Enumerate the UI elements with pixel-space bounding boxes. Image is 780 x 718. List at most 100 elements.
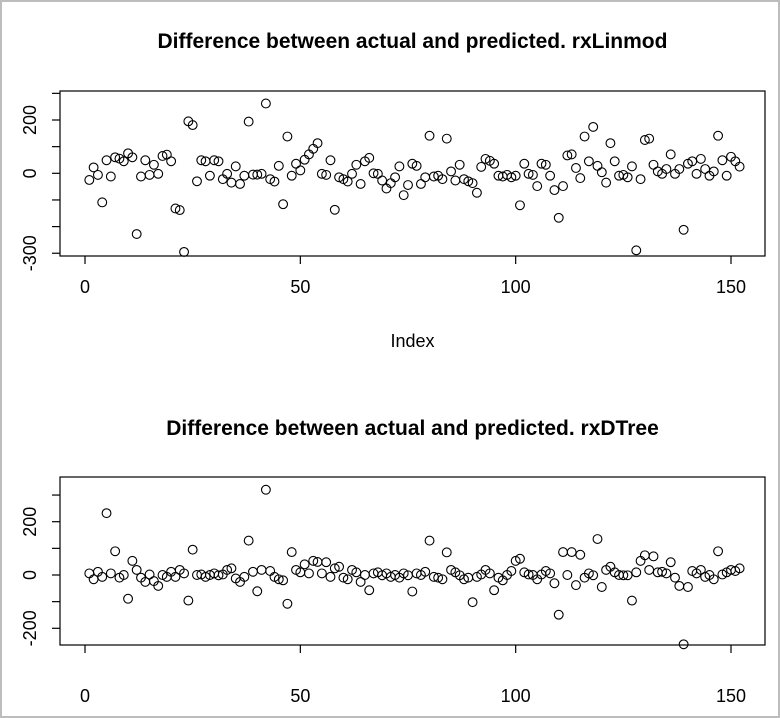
data-point (532, 181, 543, 192)
data-point (446, 166, 457, 177)
y-tick-label: 0 (20, 168, 40, 178)
data-point (420, 172, 431, 183)
data-point (316, 568, 327, 579)
data-point (390, 172, 401, 183)
data-point (351, 567, 362, 578)
data-point (398, 190, 409, 201)
data-point (428, 171, 439, 182)
y-tick-label: 0 (20, 570, 40, 580)
data-point (553, 212, 564, 223)
data-point (700, 164, 711, 174)
data-point (209, 155, 220, 166)
data-point (118, 156, 129, 167)
data-point (588, 570, 599, 581)
data-point (661, 164, 672, 174)
data-point (566, 149, 577, 160)
data-point (575, 173, 586, 184)
data-point (92, 169, 103, 180)
data-point (282, 131, 293, 142)
data-point (239, 571, 250, 582)
data-point (411, 160, 422, 171)
data-point (459, 574, 469, 585)
data-point (101, 155, 112, 166)
data-point (329, 204, 340, 215)
data-point (420, 566, 431, 577)
data-point (157, 570, 168, 580)
data-point (450, 175, 461, 186)
x-tick-label: 0 (80, 686, 90, 706)
data-point (179, 246, 190, 257)
data-point (527, 169, 538, 180)
data-point (519, 158, 530, 169)
data-point (347, 168, 357, 179)
data-point (433, 572, 444, 583)
data-point (187, 544, 198, 555)
data-point (286, 547, 297, 558)
data-point (97, 197, 108, 208)
data-point (661, 568, 672, 579)
data-point (515, 200, 525, 211)
data-point (252, 586, 263, 597)
data-point (123, 593, 134, 604)
data-point (515, 553, 525, 564)
x-tick-label: 150 (716, 686, 746, 706)
data-point (463, 176, 474, 187)
data-point (153, 168, 164, 179)
data-point (489, 585, 500, 596)
data-point (605, 138, 616, 149)
y-tick-label: 200 (20, 105, 40, 135)
data-point (260, 98, 271, 109)
data-point (562, 150, 573, 161)
data-point (506, 172, 517, 183)
data-point (88, 162, 99, 173)
x-tick-label: 150 (716, 277, 746, 297)
data-point (136, 171, 146, 182)
data-point (484, 568, 495, 579)
data-point (592, 534, 603, 544)
data-point (118, 570, 129, 580)
data-point (84, 568, 95, 579)
data-point (192, 176, 202, 187)
data-point (364, 152, 375, 163)
data-point (355, 576, 366, 587)
data-point (321, 557, 332, 568)
data-point (239, 170, 250, 181)
data-point (627, 161, 637, 172)
data-point (334, 561, 345, 572)
data-point (682, 582, 693, 592)
data-point (243, 535, 254, 546)
data-point (575, 549, 586, 560)
data-point (622, 570, 633, 581)
data-point (549, 578, 560, 589)
data-point (110, 546, 121, 557)
data-point (441, 547, 452, 558)
data-point (187, 120, 198, 131)
data-point (196, 155, 207, 166)
data-point (648, 551, 659, 562)
data-point (359, 570, 370, 580)
data-point (144, 569, 155, 580)
data-point (713, 546, 724, 557)
data-point (674, 164, 685, 174)
data-point (148, 159, 159, 170)
data-point (299, 559, 310, 570)
data-point (248, 566, 258, 577)
data-point (644, 564, 655, 575)
data-point (635, 555, 646, 566)
data-point (351, 159, 362, 170)
data-point (665, 149, 676, 160)
data-point (635, 174, 646, 185)
data-point (144, 169, 155, 180)
y-tick-label: -300 (20, 235, 40, 271)
data-point (127, 555, 138, 566)
data-point (480, 153, 491, 164)
data-point (157, 151, 168, 161)
x-tick-label: 0 (80, 277, 90, 297)
data-point (105, 171, 116, 182)
data-point (127, 152, 138, 163)
data-point (273, 160, 284, 171)
data-point (734, 563, 745, 574)
data-point (467, 597, 478, 608)
data-point (131, 229, 142, 240)
